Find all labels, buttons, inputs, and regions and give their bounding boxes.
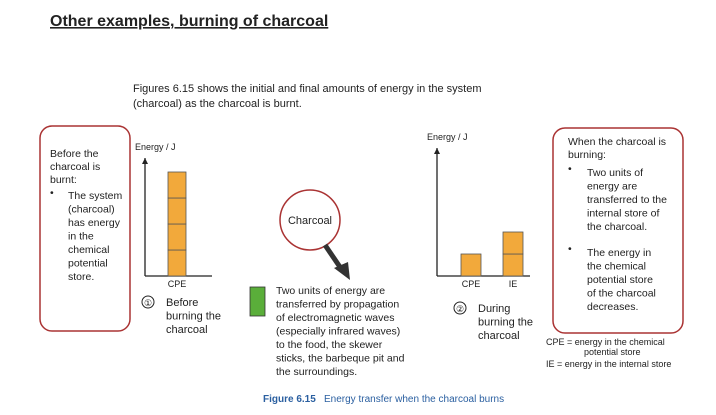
axis-arrow [434,148,440,154]
box-line: burning: [568,149,606,161]
box-line: decreases. [587,301,638,313]
energy-block [502,253,524,277]
legend-line: IE = energy in the internal store [546,359,671,369]
box-line: burnt: [50,174,77,186]
energy-block [502,231,524,255]
box-line: (charcoal) [68,204,115,216]
info-line: of electromagnetic waves [276,312,394,324]
intro-line: (charcoal) as the charcoal is burnt. [133,98,302,110]
left-box [39,125,131,332]
caption-line: Before [166,297,198,309]
box-line: has energy [68,217,121,229]
figure-text: Energy transfer when the charcoal burns [324,394,504,405]
axis-label: Energy / J [135,142,176,152]
bullet: • [50,187,54,199]
caption-line: During [478,303,510,315]
legend-line: potential store [584,347,641,357]
figure-label: Figure 6.15 [263,394,316,405]
box-line: energy are [587,181,637,193]
energy-block [460,253,482,277]
arrow-head [334,262,350,280]
box-line: internal store of [587,208,659,220]
energy-block [167,171,187,199]
bullet: • [568,243,572,255]
right-box [552,127,684,334]
energy-block [167,223,187,251]
info-line: to the food, the skewer [276,339,383,351]
bullet: • [568,163,572,175]
energy-block [167,197,187,225]
charcoal-label: Charcoal [288,215,332,227]
box-line: store. [68,271,94,283]
category-label: CPE [168,279,187,289]
caption-number: ① [144,298,152,308]
category-label: IE [509,279,518,289]
info-line: sticks, the barbeque pit and [276,353,405,365]
caption-number: ② [456,304,464,314]
box-line: The energy in [587,247,651,259]
legend-line: CPE = energy in the chemical [546,337,665,347]
info-line: the surroundings. [276,366,357,378]
box-line: in the [68,231,94,243]
box-line: chemical [68,244,109,256]
caption-circle [453,301,467,315]
info-line: transferred by propagation [276,299,399,311]
box-line: the charcoal. [587,221,647,233]
box-line: Before the [50,148,99,160]
box-line: the chemical [587,261,646,273]
title: Other examples, burning of charcoal [50,13,328,30]
box-line: potential store [587,274,653,286]
caption-line: burning the [166,311,221,323]
box-line: When the charcoal is [568,136,666,148]
box-line: Two units of [587,167,643,179]
caption-line: charcoal [478,330,520,342]
intro-line: Figures 6.15 shows the initial and final… [133,83,482,95]
box-line: potential [68,258,108,270]
axis-arrow [142,158,148,164]
caption-line: burning the [478,317,533,329]
caption-line: charcoal [166,324,208,336]
box-line: The system [68,190,123,202]
info-line: Two units of energy are [276,285,385,297]
axis-label: Energy / J [427,132,468,142]
info-line: (especially infrared waves) [276,326,400,338]
box-line: transferred to the [587,194,667,206]
box-line: of the charcoal [587,288,656,300]
green-key [249,286,266,317]
caption-circle [141,295,155,309]
category-label: CPE [462,279,481,289]
charcoal-circle [279,189,341,251]
box-line: charcoal is [50,161,100,173]
energy-block [167,249,187,277]
